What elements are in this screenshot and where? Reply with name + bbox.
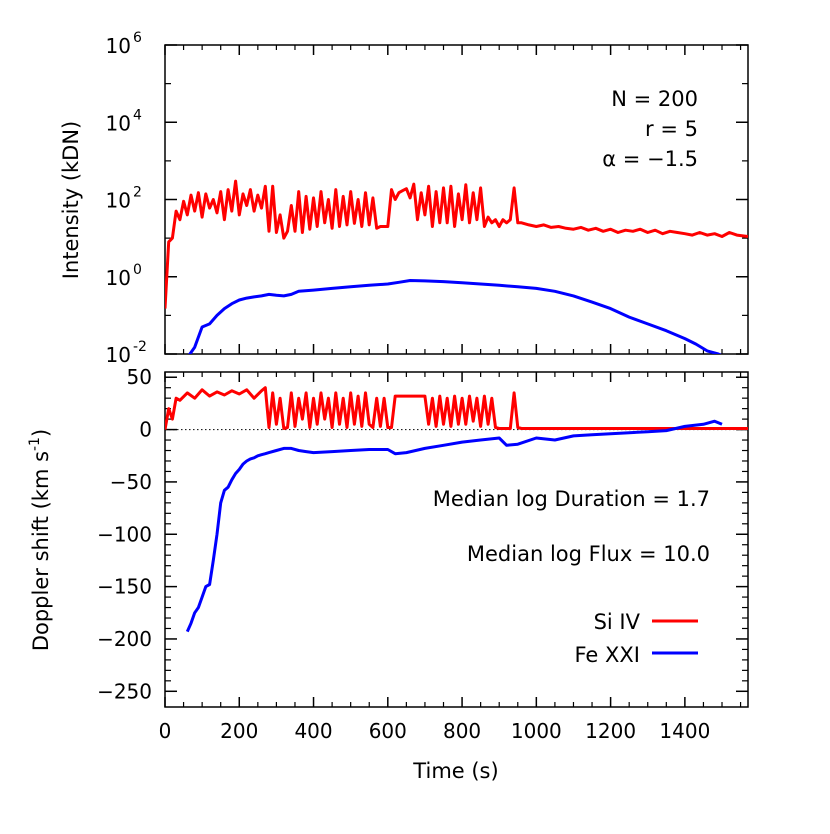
intensity-ytick-exponent: 0 <box>133 262 142 278</box>
legend-label-fe-xxi: Fe XXI <box>575 643 641 667</box>
doppler-ticks: 0 200 400 600 800 1000 1200 1400 50 0 −50 −100 −150 −… <box>97 365 748 743</box>
intensity-ytick-label: 10 <box>106 189 131 213</box>
doppler-ylabel-superscript: -1 <box>27 437 43 451</box>
doppler-plot-frame <box>164 371 749 708</box>
annotation-median-flux: Median log Flux = 10.0 <box>467 542 710 566</box>
doppler-xtick-label: 0 <box>159 719 172 743</box>
intensity-ytick-exponent: 2 <box>133 185 142 201</box>
annotation-r: r = 5 <box>645 117 698 141</box>
annotation-n: N = 200 <box>611 87 698 111</box>
doppler-xtick-label: 1200 <box>585 719 636 743</box>
doppler-ylabel: Doppler shift (km s-1) <box>27 429 53 651</box>
doppler-ytick-label: −150 <box>97 575 152 599</box>
intensity-ytick-exponent: -2 <box>133 339 147 355</box>
doppler-panel: 0 200 400 600 800 1000 1200 1400 50 0 −50 −100 −150 −… <box>27 365 749 783</box>
intensity-ylabel: Intensity (kDN) <box>59 121 83 280</box>
doppler-ytick-label: −250 <box>97 679 152 703</box>
doppler-xtick-label: 1400 <box>659 719 710 743</box>
intensity-ytick-label: 10 <box>106 111 131 135</box>
doppler-ytick-label: −50 <box>110 470 152 494</box>
intensity-ytick-label: 10 <box>106 266 131 290</box>
intensity-ytick-exponent: 4 <box>133 107 142 123</box>
intensity-si-iv-line <box>165 179 748 309</box>
intensity-ytick-label: 10 <box>106 343 131 367</box>
doppler-ylabel-close: ) <box>29 429 53 437</box>
legend-label-si-iv: Si IV <box>594 610 641 634</box>
doppler-xtick-label: 1000 <box>511 719 562 743</box>
doppler-ytick-label: −100 <box>97 522 152 546</box>
doppler-ylabel-main: Doppler shift (km s <box>29 451 53 651</box>
doppler-ytick-label: 0 <box>139 418 152 442</box>
intensity-ytick-exponent: 6 <box>133 30 142 46</box>
doppler-ytick-label: 50 <box>127 365 152 389</box>
annotation-median-duration: Median log Duration = 1.7 <box>433 487 710 511</box>
intensity-fe-xxi-line <box>188 279 722 354</box>
doppler-xtick-label: 800 <box>443 719 481 743</box>
legend: Si IV Fe XXI <box>575 610 698 667</box>
doppler-xtick-label: 200 <box>220 719 258 743</box>
doppler-xtick-label: 400 <box>294 719 332 743</box>
annotation-alpha: α = −1.5 <box>602 147 698 171</box>
time-xlabel: Time (s) <box>412 759 498 783</box>
doppler-fe-xxi-line <box>185 419 723 633</box>
doppler-si-iv-line <box>165 386 748 430</box>
doppler-xtick-label: 600 <box>369 719 407 743</box>
intensity-ytick-label: 10 <box>106 34 131 58</box>
doppler-ytick-label: −200 <box>97 627 152 651</box>
